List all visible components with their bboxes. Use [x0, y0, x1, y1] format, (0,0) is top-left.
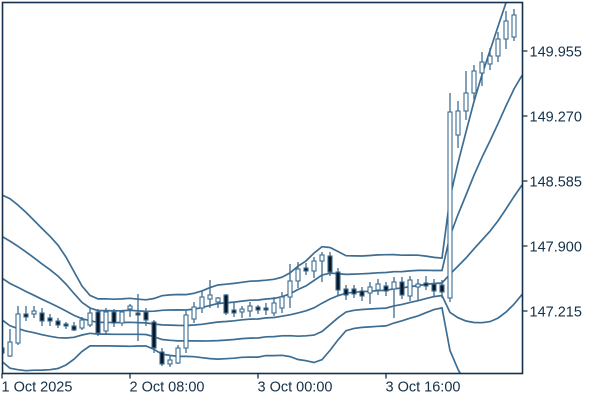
svg-text:148.585: 148.585 [530, 175, 582, 191]
svg-text:149.955: 149.955 [530, 45, 582, 61]
svg-text:3 Oct 00:00: 3 Oct 00:00 [258, 380, 333, 396]
svg-text:3 Oct 16:00: 3 Oct 16:00 [386, 380, 461, 396]
svg-text:2 Oct 08:00: 2 Oct 08:00 [130, 380, 205, 396]
svg-text:147.215: 147.215 [530, 305, 582, 321]
svg-text:149.270: 149.270 [530, 110, 582, 126]
svg-text:147.900: 147.900 [530, 240, 582, 256]
svg-text:1 Oct 2025: 1 Oct 2025 [2, 380, 73, 396]
